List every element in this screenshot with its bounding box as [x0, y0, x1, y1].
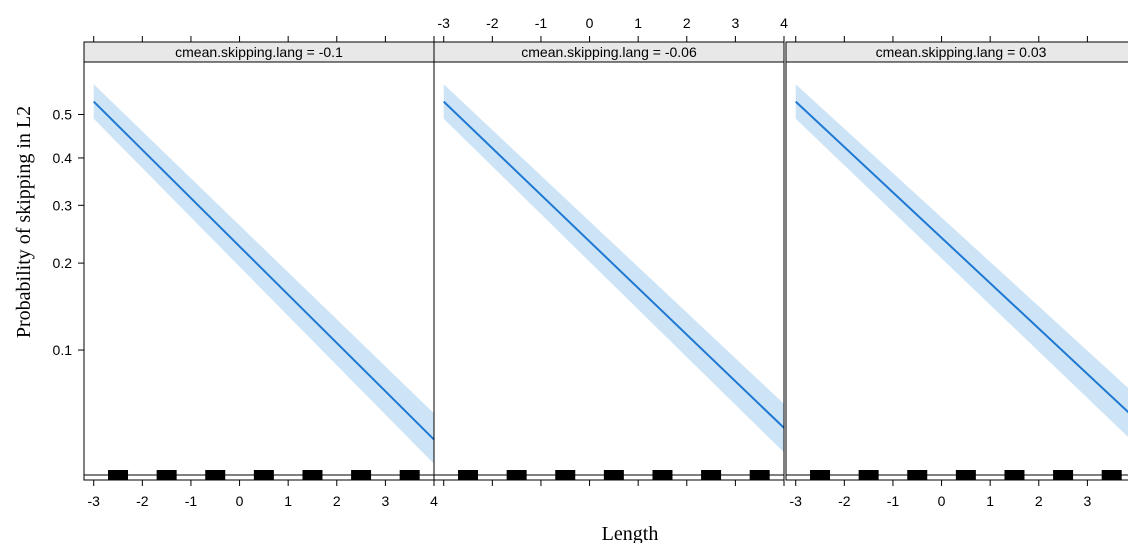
- panels: cmean.skipping.lang = -0.1 cmean.skipping…: [83, 41, 1128, 481]
- rug-mark-1-4: [253, 470, 274, 480]
- x-tick-label-top-3: -1: [535, 15, 548, 31]
- x-tick-label-bottom-3-1: -3: [789, 493, 802, 509]
- x-tick-label-bottom-3-5: 1: [986, 493, 994, 509]
- x-tick-label-bottom-1-5: 1: [284, 493, 292, 509]
- rug-mark-1-1: [108, 470, 129, 480]
- rug-mark-2-3: [555, 470, 576, 480]
- rug-mark-2-1: [458, 470, 479, 480]
- panel-1: cmean.skipping.lang = -0.1: [83, 41, 435, 481]
- x-tick-label-bottom-3-2: -2: [838, 493, 851, 509]
- y-axis-title: Probability of skipping in L2: [13, 106, 35, 338]
- rug-mark-3-7: [1101, 470, 1122, 480]
- x-tick-label-bottom-1-3: -1: [185, 493, 198, 509]
- panel-frame-2: [433, 61, 785, 481]
- x-tick-label-bottom-1-2: -2: [136, 493, 149, 509]
- fit-line-2: [443, 100, 785, 429]
- strip-label-1: cmean.skipping.lang = -0.1: [175, 44, 343, 60]
- strip-label-3: cmean.skipping.lang = 0.03: [876, 44, 1047, 60]
- confidence-band-1: [93, 84, 434, 464]
- y-tick-label-5: 0.5: [53, 106, 73, 122]
- rug-mark-2-2: [506, 470, 527, 480]
- panel-frame-3: [785, 61, 1128, 481]
- strip-label-2: cmean.skipping.lang = -0.06: [521, 44, 697, 60]
- rug-mark-1-7: [399, 470, 420, 480]
- x-tick-label-bottom-1-4: 0: [236, 493, 244, 509]
- rug-mark-3-3: [907, 470, 928, 480]
- x-tick-label-bottom-1-7: 3: [381, 493, 389, 509]
- panel-3: cmean.skipping.lang = 0.03: [785, 41, 1128, 481]
- rug-mark-1-5: [302, 470, 323, 480]
- x-tick-label-bottom-3-6: 2: [1035, 493, 1043, 509]
- rug-mark-2-4: [603, 470, 624, 480]
- x-tick-label-bottom-3-4: 0: [938, 493, 946, 509]
- y-tick-label-3: 0.3: [53, 197, 73, 213]
- rug-mark-3-2: [858, 470, 879, 480]
- y-axis: 0.1 0.2 0.3 0.4 0.5: [53, 106, 84, 358]
- x-tick-label-bottom-1-1: -3: [87, 493, 100, 509]
- rug-mark-1-3: [205, 470, 226, 480]
- y-tick-label-1: 0.1: [53, 342, 73, 358]
- y-tick-label-2: 0.2: [53, 255, 73, 271]
- x-tick-label-top-5: 1: [634, 15, 642, 31]
- rug-mark-2-5: [652, 470, 673, 480]
- x-tick-label-bottom-1-8: 4: [430, 493, 438, 509]
- rug-mark-3-5: [1004, 470, 1025, 480]
- rug-mark-1-2: [156, 470, 177, 480]
- panel-2: cmean.skipping.lang = -0.06: [433, 41, 785, 481]
- rug-mark-3-6: [1053, 470, 1074, 480]
- x-tick-label-top-4: 0: [586, 15, 594, 31]
- x-tick-label-top-7: 3: [731, 15, 739, 31]
- rug-mark-3-1: [810, 470, 831, 480]
- x-tick-label-top-8: 4: [780, 15, 788, 31]
- x-axis-title: Length: [602, 523, 659, 543]
- y-tick-label-4: 0.4: [53, 150, 73, 166]
- confidence-band-2: [443, 84, 784, 453]
- x-tick-label-bottom-1-6: 2: [333, 493, 341, 509]
- x-tick-label-bottom-3-7: 3: [1083, 493, 1091, 509]
- x-axis-top: -3 -2 -1 0 1 2 3 4: [93, 15, 1088, 42]
- rug-mark-3-4: [955, 470, 976, 480]
- x-tick-label-top-6: 2: [683, 15, 691, 31]
- x-tick-label-bottom-3-3: -1: [887, 493, 900, 509]
- fit-line-1: [93, 100, 435, 441]
- rug-mark-2-7: [749, 470, 770, 480]
- x-tick-label-top-2: -2: [486, 15, 499, 31]
- x-tick-label-top-1: -3: [437, 15, 450, 31]
- rug-mark-1-6: [351, 470, 372, 480]
- confidence-band-3: [795, 84, 1128, 437]
- rug-mark-2-6: [701, 470, 722, 480]
- fit-line-3: [795, 100, 1128, 414]
